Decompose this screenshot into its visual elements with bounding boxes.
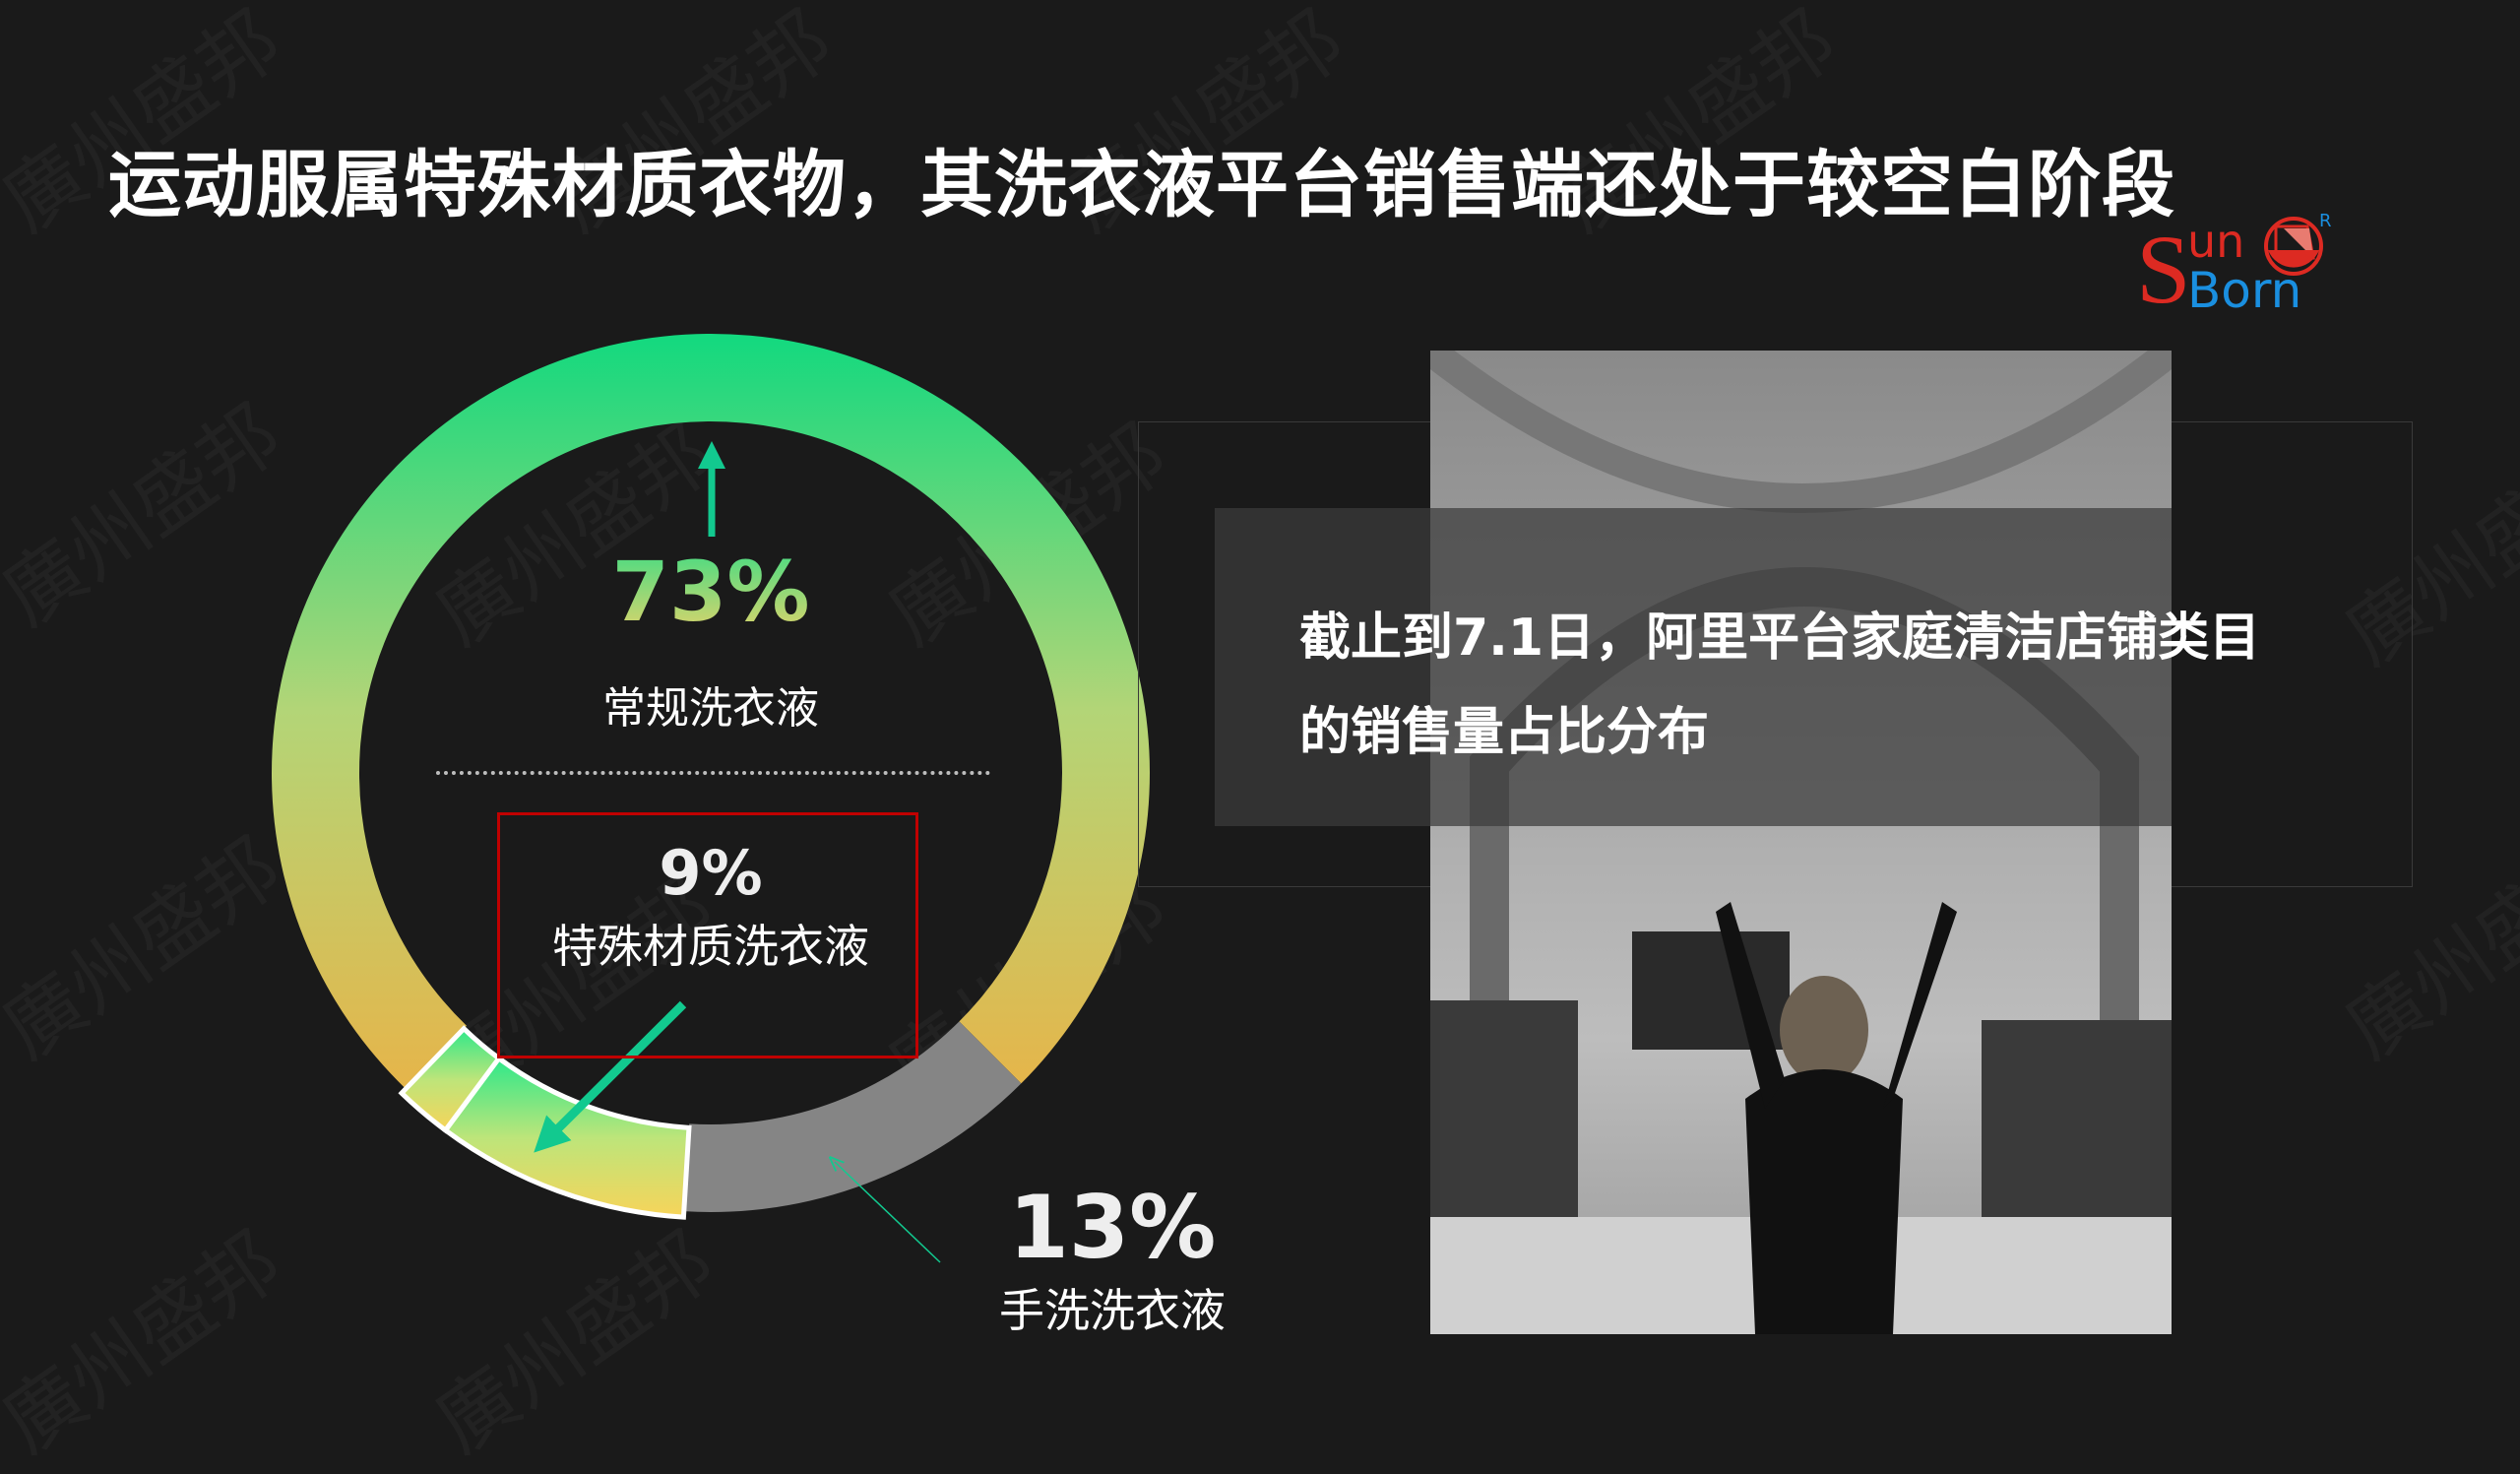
logo-text-bottom: Born xyxy=(2187,262,2302,319)
handwash-detergent-percent: 13% xyxy=(1008,1177,1217,1278)
down-left-arrow-icon xyxy=(534,1000,687,1153)
handwash-detergent-label: 手洗洗衣液 xyxy=(999,1284,1226,1337)
regular-detergent-percent: 73% xyxy=(514,544,908,640)
pointer-line xyxy=(835,1162,941,1263)
donut-chart xyxy=(272,334,1151,1263)
special-detergent-label: 特殊材质洗衣液 xyxy=(552,920,869,973)
dancer-photo xyxy=(1430,351,2172,1334)
logo-sun-icon xyxy=(2264,217,2323,276)
logo-letter: S xyxy=(2136,215,2191,324)
donut-segment-special-small xyxy=(398,1025,503,1134)
sunborn-logo: S un Born R xyxy=(2136,207,2343,325)
regular-detergent-label: 常规洗衣液 xyxy=(602,683,819,734)
caption-line-2: 的销售量占比分布 xyxy=(1299,703,1710,762)
page-title: 运动服属特殊材质衣物，其洗衣液平台销售端还处于较空白阶段 xyxy=(108,143,2175,227)
caption-overlay xyxy=(1215,508,2172,826)
caption-text: 截止到7.1日，阿里平台家庭清洁店铺类目 的销售量占比分布 xyxy=(1299,591,2382,780)
donut-segment-regular xyxy=(272,334,1151,1089)
caption-line-1: 截止到7.1日，阿里平台家庭清洁店铺类目 xyxy=(1299,609,2261,668)
dotted-divider xyxy=(436,771,990,775)
highlight-box xyxy=(497,812,918,1058)
donut-segment-handwash xyxy=(683,1021,1022,1212)
logo-text-top: un xyxy=(2187,215,2245,268)
special-detergent-percent: 9% xyxy=(659,837,763,909)
registered-mark: R xyxy=(2319,211,2332,231)
